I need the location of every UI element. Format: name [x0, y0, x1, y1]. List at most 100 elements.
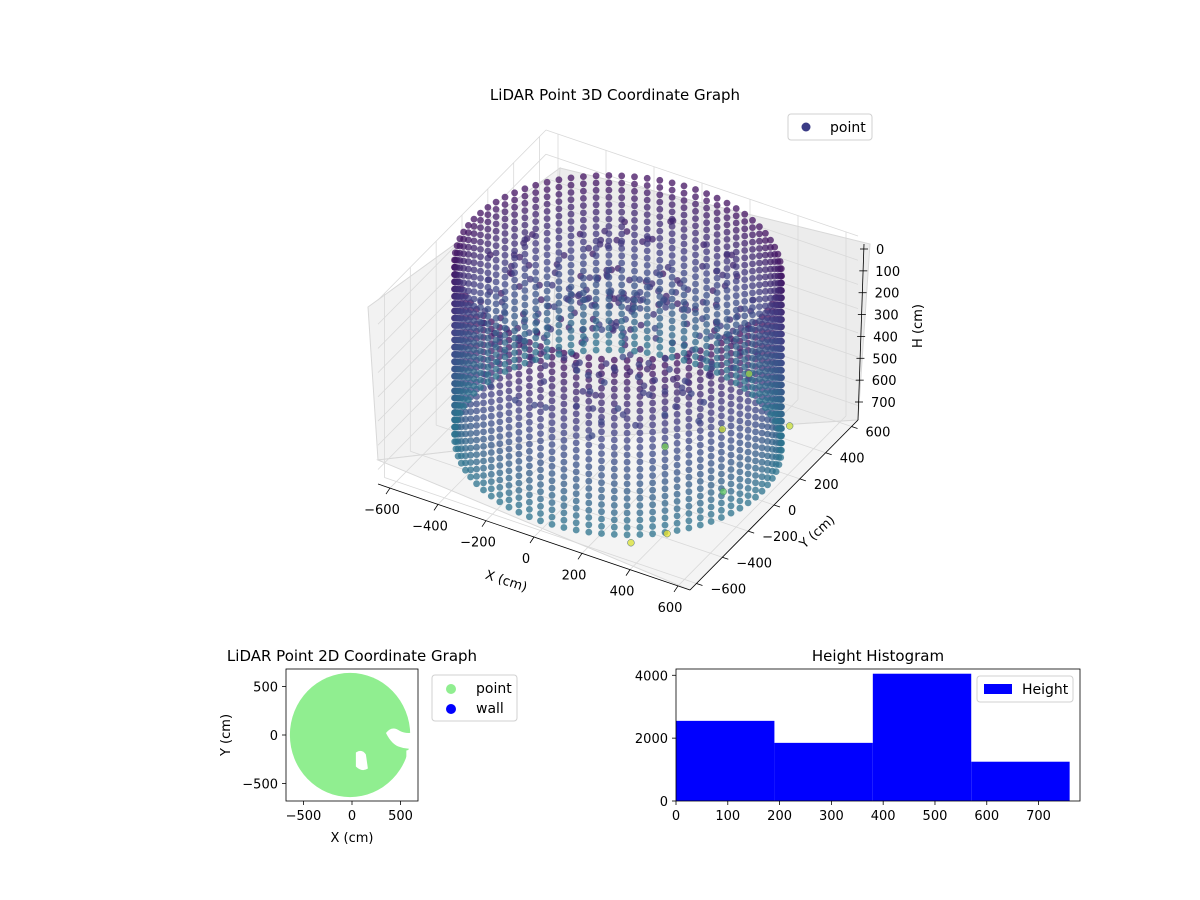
cloud-point — [692, 251, 699, 259]
cloud-point — [656, 213, 664, 221]
cloud-point — [767, 251, 774, 258]
z-tick-label-3d: 600 — [872, 374, 897, 389]
cloud-point — [718, 419, 725, 427]
y-tick-label-3d: 600 — [866, 426, 891, 441]
cloud-point — [555, 220, 563, 227]
y-tick-label-3d: −400 — [736, 556, 772, 571]
cloud-point — [505, 373, 513, 380]
cloud-point — [560, 495, 568, 502]
cloud-point — [668, 302, 676, 310]
cloud-point — [484, 269, 492, 277]
cloud-point — [636, 407, 644, 415]
cloud-point — [696, 470, 704, 478]
cloud-point — [762, 389, 769, 397]
cloud-point — [713, 332, 721, 340]
cloud-point — [567, 239, 575, 247]
cloud-point — [567, 225, 575, 233]
cloud-point — [727, 495, 735, 502]
cloud-point — [703, 306, 710, 314]
cloud-point — [692, 316, 699, 324]
cloud-point — [477, 333, 484, 340]
cloud-point — [573, 402, 580, 410]
cloud-point — [713, 289, 721, 296]
outlier-point — [745, 370, 753, 378]
cloud-point — [767, 265, 774, 273]
cloud-point — [598, 450, 605, 457]
cloud-point — [744, 499, 752, 507]
cloud-point — [756, 339, 763, 347]
cloud-point — [636, 436, 644, 444]
cloud-point — [741, 298, 749, 305]
cloud-point — [703, 284, 710, 292]
cloud-point — [496, 491, 504, 498]
cloud-point — [610, 523, 618, 531]
cloud-point — [467, 473, 474, 481]
cloud-point — [610, 458, 618, 466]
cloud-point — [727, 400, 735, 408]
cloud-point — [703, 342, 710, 350]
cloud-point — [572, 512, 580, 519]
cloud-point — [465, 338, 472, 345]
cloud-point — [465, 272, 472, 280]
cloud-point — [756, 375, 763, 383]
cloud-point — [692, 324, 699, 331]
cloud-point — [526, 484, 533, 491]
cloud-point — [767, 273, 774, 280]
cloud-point — [521, 308, 529, 316]
cloud-point — [631, 238, 638, 246]
cloud-point — [511, 240, 518, 248]
cloud-point — [656, 343, 664, 351]
cloud-point — [749, 304, 756, 311]
cloud-point — [723, 236, 731, 243]
cloud-point — [511, 320, 518, 327]
cloud-point — [643, 334, 651, 342]
cloud-point — [767, 331, 774, 338]
z-axis-line — [857, 243, 865, 421]
cloud-point — [467, 430, 474, 437]
cloud-point — [708, 360, 716, 368]
cloud-point — [492, 249, 500, 257]
cloud-point — [492, 336, 500, 344]
cloud-point — [685, 473, 693, 481]
cloud-point — [696, 376, 704, 384]
cloud-point — [477, 296, 484, 304]
cloud-point — [526, 469, 533, 477]
cloud-point — [473, 407, 480, 415]
cloud-point — [758, 444, 766, 452]
cloud-point — [749, 340, 756, 348]
cloud-point — [656, 271, 664, 279]
cloud-point — [744, 419, 752, 427]
cloud-point — [756, 245, 763, 252]
cloud-point — [537, 452, 544, 459]
cloud-point — [484, 247, 492, 255]
cloud-point — [736, 490, 744, 498]
cloud-point — [749, 347, 756, 355]
cloud-point — [492, 206, 500, 213]
cloud-point — [703, 262, 710, 270]
cloud-point — [713, 260, 721, 267]
cloud-point — [777, 454, 785, 461]
cloud-point — [526, 275, 534, 283]
cloud-point — [661, 388, 669, 395]
cloud-point — [707, 481, 715, 489]
cloud-point — [572, 388, 580, 396]
cloud-point — [477, 369, 484, 377]
cloud-point — [465, 323, 472, 331]
cloud-point — [727, 509, 735, 517]
cloud-point — [723, 323, 731, 330]
cloud-point — [526, 397, 533, 404]
cloud-point — [480, 414, 487, 421]
cloud-point — [467, 459, 474, 466]
cloud-point — [656, 235, 664, 242]
chart-3d: LiDAR Point 3D Coordinate Graph −600 −400… — [364, 86, 926, 616]
cloud-point — [492, 373, 500, 380]
cloud-point — [610, 509, 618, 516]
cloud-point — [673, 469, 681, 476]
cloud-point — [744, 441, 752, 449]
cloud-point — [656, 307, 664, 315]
hist-x-tick-label: 100 — [715, 809, 740, 824]
cloud-point — [707, 409, 715, 416]
cloud-point — [537, 510, 544, 517]
cloud-point — [718, 514, 725, 521]
cloud-point — [592, 281, 600, 289]
